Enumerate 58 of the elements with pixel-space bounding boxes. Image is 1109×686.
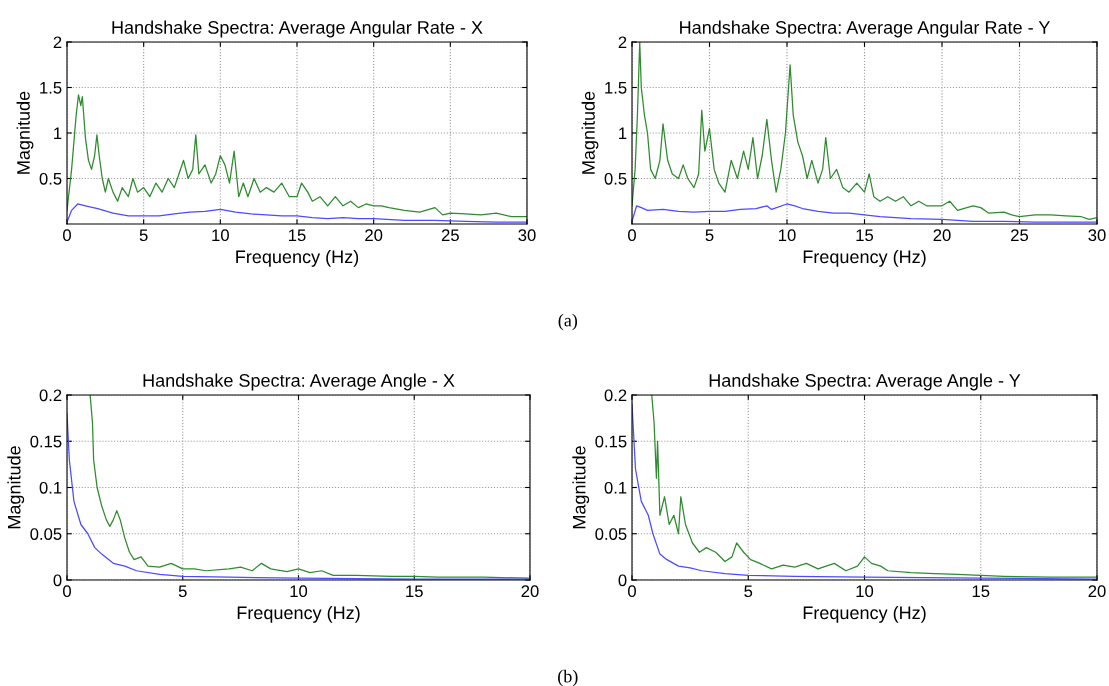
y-tick-label: 0.1 (39, 481, 62, 494)
line-series (67, 94, 527, 218)
x-axis-title: Frequency (Hz) (803, 249, 926, 267)
y-tick-label: 0.2 (39, 389, 62, 402)
y-tick-label: 0.5 (39, 172, 62, 185)
y-tick-label: 1.5 (605, 82, 627, 94)
y-tick-label: 0.05 (30, 528, 62, 540)
x-tick-label: 10 (212, 229, 229, 242)
x-axis-title: Frequency (Hz) (803, 605, 926, 623)
line-series (632, 42, 1097, 221)
x-axis-title: Frequency (Hz) (237, 605, 360, 623)
y-tick-label: 2 (618, 36, 627, 49)
x-tick-label: 0 (63, 229, 71, 242)
x-tick-label: 5 (705, 229, 714, 242)
chart-title: Handshake Spectra: Average Angular Rate - Y (680, 20, 1050, 38)
x-tick-label: 10 (290, 585, 308, 598)
x-tick-label: 15 (289, 229, 306, 242)
x-tick-label: 30 (1088, 229, 1106, 242)
y-tick-label: 0 (53, 574, 62, 587)
y-tick-label: 1 (54, 127, 62, 140)
y-tick-label: 0.5 (604, 172, 627, 185)
y-axis-title: Magnitude (581, 91, 599, 174)
x-tick-label: 5 (744, 585, 753, 598)
x-tick-label: 30 (518, 229, 536, 242)
x-tick-label: 25 (1011, 229, 1029, 242)
text: (a) (558, 313, 578, 331)
chart-title: Handshake Spectra: Average Angular Rate - X (112, 20, 483, 38)
x-tick-label: 10 (856, 585, 874, 598)
x-tick-label: 5 (139, 229, 148, 242)
x-tick-label: 20 (521, 585, 539, 598)
x-tick-label: 20 (933, 229, 951, 242)
text: (b) (558, 669, 578, 686)
y-tick-label: 0.2 (604, 389, 627, 402)
y-axis-title: Magnitude (572, 446, 590, 529)
y-tick-label: 2 (53, 36, 62, 49)
x-tick-label: 5 (178, 585, 187, 598)
y-tick-label: 1.5 (40, 82, 62, 94)
x-axis-title: Frequency (Hz) (236, 249, 359, 267)
x-tick-label: 15 (406, 585, 423, 598)
x-tick-label: 20 (1088, 585, 1106, 598)
x-tick-label: 20 (365, 229, 383, 242)
x-tick-label: 25 (441, 229, 459, 242)
y-tick-label: 0.15 (30, 435, 62, 448)
y-tick-label: 1 (619, 127, 627, 140)
x-tick-label: 10 (779, 229, 796, 242)
y-axis-title: Magnitude (7, 446, 25, 529)
y-tick-label: 0.1 (604, 481, 627, 494)
y-tick-label: 0.05 (595, 528, 627, 540)
x-tick-label: 0 (628, 585, 636, 598)
y-axis-title: Magnitude (16, 91, 34, 174)
x-tick-label: 15 (856, 229, 874, 242)
y-tick-label: 0 (618, 574, 627, 587)
chart-title: Handshake Spectra: Average Angle - Y (709, 373, 1021, 391)
x-tick-label: 15 (972, 585, 990, 598)
chart-title: Handshake Spectra: Average Angle - X (143, 373, 455, 391)
x-tick-label: 0 (63, 585, 71, 598)
x-tick-label: 0 (628, 229, 636, 242)
y-tick-label: 0.15 (595, 435, 627, 448)
